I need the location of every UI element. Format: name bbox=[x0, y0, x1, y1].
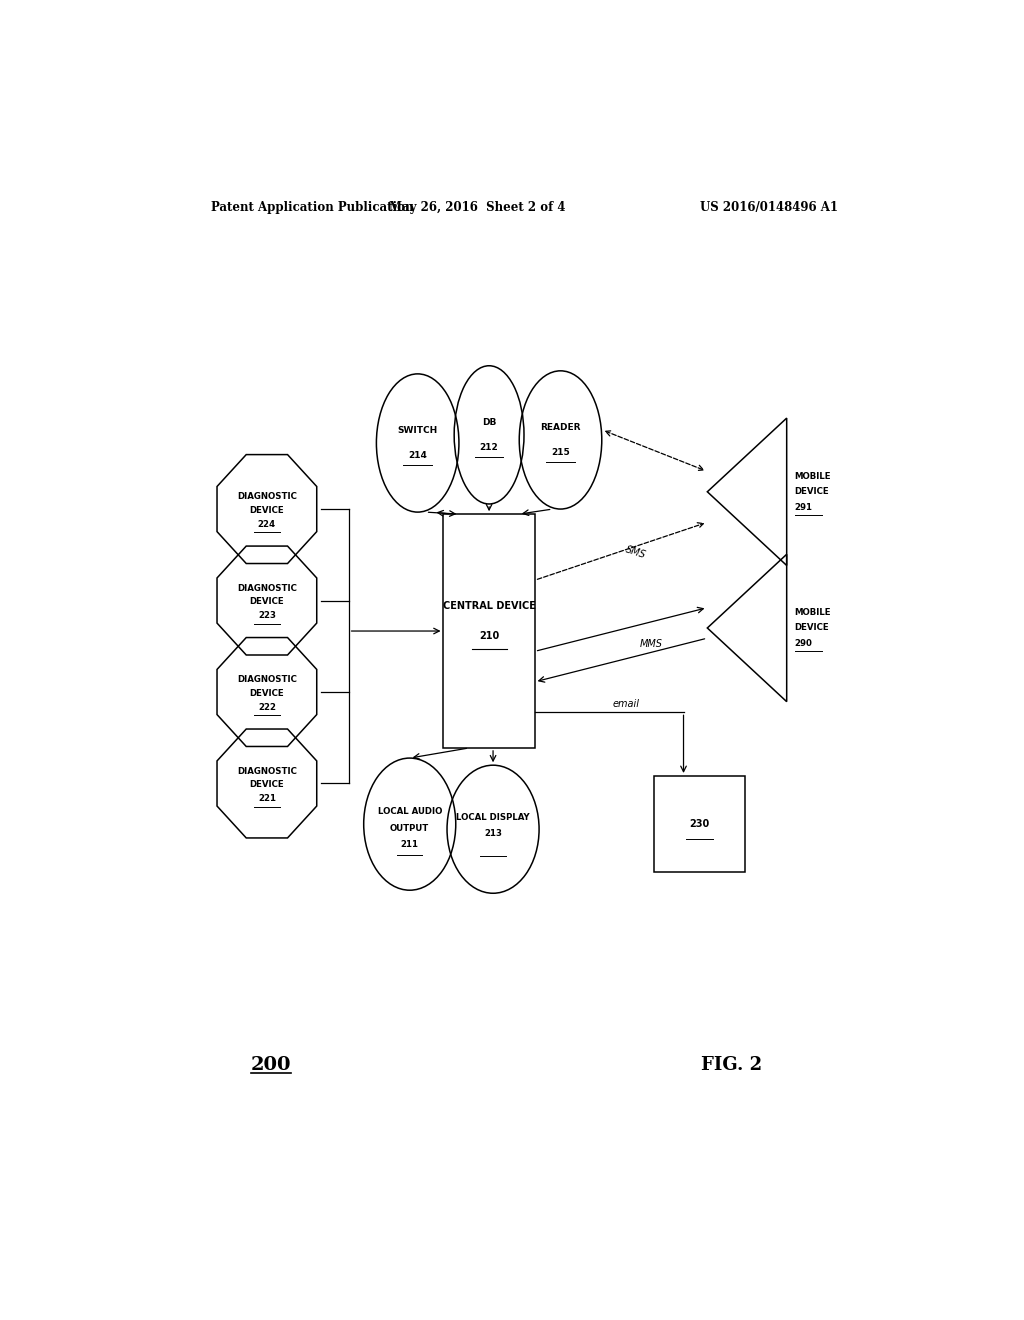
Text: MOBILE: MOBILE bbox=[795, 609, 831, 618]
Text: 212: 212 bbox=[479, 442, 499, 451]
Text: OUTPUT: OUTPUT bbox=[390, 824, 429, 833]
Text: 215: 215 bbox=[551, 447, 570, 457]
Text: SMS: SMS bbox=[624, 545, 647, 561]
Text: 290: 290 bbox=[795, 639, 812, 648]
Text: DIAGNOSTIC: DIAGNOSTIC bbox=[237, 767, 297, 776]
Text: DEVICE: DEVICE bbox=[250, 689, 285, 697]
Text: DIAGNOSTIC: DIAGNOSTIC bbox=[237, 492, 297, 502]
Text: 210: 210 bbox=[479, 631, 500, 642]
Text: DEVICE: DEVICE bbox=[250, 780, 285, 789]
Text: 214: 214 bbox=[409, 450, 427, 459]
Text: 223: 223 bbox=[258, 611, 275, 620]
Text: DEVICE: DEVICE bbox=[795, 623, 829, 632]
Text: SWITCH: SWITCH bbox=[397, 426, 438, 436]
Text: DEVICE: DEVICE bbox=[795, 487, 829, 496]
Text: 211: 211 bbox=[400, 840, 419, 849]
Text: LOCAL DISPLAY: LOCAL DISPLAY bbox=[457, 813, 529, 821]
Bar bbox=[653, 776, 745, 873]
Text: READER: READER bbox=[541, 424, 581, 432]
Text: LOCAL AUDIO: LOCAL AUDIO bbox=[378, 808, 442, 817]
Text: US 2016/0148496 A1: US 2016/0148496 A1 bbox=[700, 201, 839, 214]
Text: email: email bbox=[612, 700, 639, 709]
Text: 291: 291 bbox=[795, 503, 813, 512]
Text: 221: 221 bbox=[258, 795, 275, 804]
Text: DEVICE: DEVICE bbox=[250, 597, 285, 606]
Text: DIAGNOSTIC: DIAGNOSTIC bbox=[237, 676, 297, 684]
Text: 222: 222 bbox=[258, 702, 275, 711]
Bar bbox=[443, 515, 535, 748]
Text: 230: 230 bbox=[689, 820, 710, 829]
Text: MMS: MMS bbox=[640, 639, 663, 649]
Text: DB: DB bbox=[482, 418, 497, 428]
Text: 200: 200 bbox=[251, 1056, 292, 1074]
Text: 213: 213 bbox=[484, 829, 502, 838]
Text: Patent Application Publication: Patent Application Publication bbox=[211, 201, 414, 214]
Text: CENTRAL DEVICE: CENTRAL DEVICE bbox=[442, 601, 536, 611]
Text: May 26, 2016  Sheet 2 of 4: May 26, 2016 Sheet 2 of 4 bbox=[389, 201, 565, 214]
Text: 224: 224 bbox=[258, 520, 275, 529]
Text: FIG. 2: FIG. 2 bbox=[700, 1056, 762, 1074]
Text: DIAGNOSTIC: DIAGNOSTIC bbox=[237, 583, 297, 593]
Text: MOBILE: MOBILE bbox=[795, 473, 831, 480]
Text: DEVICE: DEVICE bbox=[250, 506, 285, 515]
